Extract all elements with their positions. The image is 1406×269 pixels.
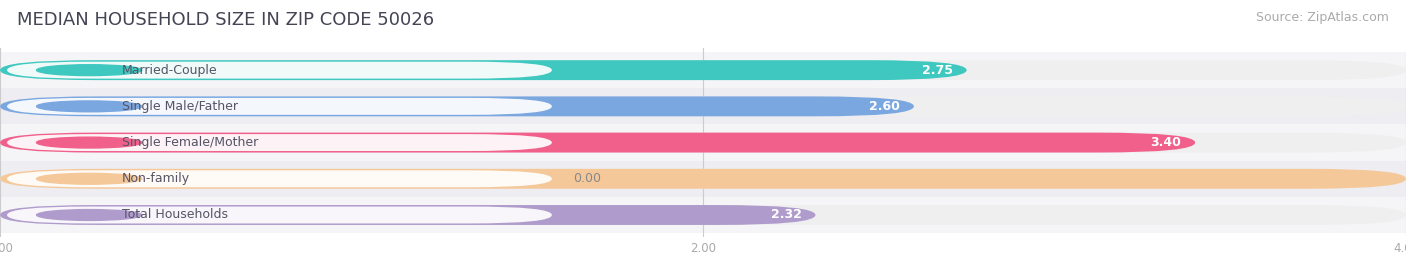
FancyBboxPatch shape <box>0 60 967 80</box>
Text: Married-Couple: Married-Couple <box>122 64 218 77</box>
Text: 3.40: 3.40 <box>1150 136 1181 149</box>
FancyBboxPatch shape <box>7 134 551 151</box>
FancyBboxPatch shape <box>7 207 551 224</box>
FancyBboxPatch shape <box>0 133 1406 153</box>
FancyBboxPatch shape <box>0 52 1406 88</box>
Text: 2.75: 2.75 <box>921 64 953 77</box>
FancyBboxPatch shape <box>7 62 551 79</box>
Text: 2.60: 2.60 <box>869 100 900 113</box>
Circle shape <box>37 173 142 184</box>
Text: 2.32: 2.32 <box>770 208 801 221</box>
FancyBboxPatch shape <box>7 98 551 115</box>
FancyBboxPatch shape <box>0 197 1406 233</box>
FancyBboxPatch shape <box>0 205 815 225</box>
FancyBboxPatch shape <box>0 169 1406 189</box>
Text: Total Households: Total Households <box>122 208 228 221</box>
FancyBboxPatch shape <box>0 96 914 116</box>
Circle shape <box>37 65 142 76</box>
Circle shape <box>37 101 142 112</box>
FancyBboxPatch shape <box>0 133 1195 153</box>
FancyBboxPatch shape <box>0 88 1406 125</box>
Text: Single Male/Father: Single Male/Father <box>122 100 238 113</box>
FancyBboxPatch shape <box>7 170 551 187</box>
FancyBboxPatch shape <box>0 60 1406 80</box>
FancyBboxPatch shape <box>0 205 1406 225</box>
FancyBboxPatch shape <box>0 161 1406 197</box>
Circle shape <box>37 210 142 220</box>
Circle shape <box>37 137 142 148</box>
FancyBboxPatch shape <box>0 125 1406 161</box>
Text: Source: ZipAtlas.com: Source: ZipAtlas.com <box>1256 11 1389 24</box>
FancyBboxPatch shape <box>0 96 1406 116</box>
Text: 0.00: 0.00 <box>574 172 600 185</box>
Text: Single Female/Mother: Single Female/Mother <box>122 136 259 149</box>
Text: MEDIAN HOUSEHOLD SIZE IN ZIP CODE 50026: MEDIAN HOUSEHOLD SIZE IN ZIP CODE 50026 <box>17 11 434 29</box>
FancyBboxPatch shape <box>0 169 1406 189</box>
Text: Non-family: Non-family <box>122 172 190 185</box>
